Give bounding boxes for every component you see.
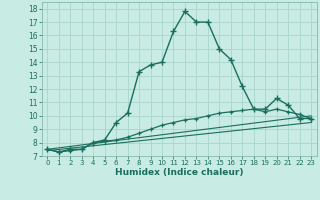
X-axis label: Humidex (Indice chaleur): Humidex (Indice chaleur) (115, 168, 244, 177)
